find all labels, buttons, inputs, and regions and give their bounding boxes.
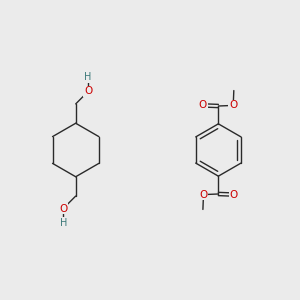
Text: O: O [199,100,207,110]
Text: O: O [59,204,67,214]
Text: H: H [59,218,67,228]
Text: O: O [84,86,92,96]
Text: O: O [200,190,208,200]
Text: H: H [85,72,92,82]
Text: O: O [229,100,237,110]
Text: O: O [230,190,238,200]
